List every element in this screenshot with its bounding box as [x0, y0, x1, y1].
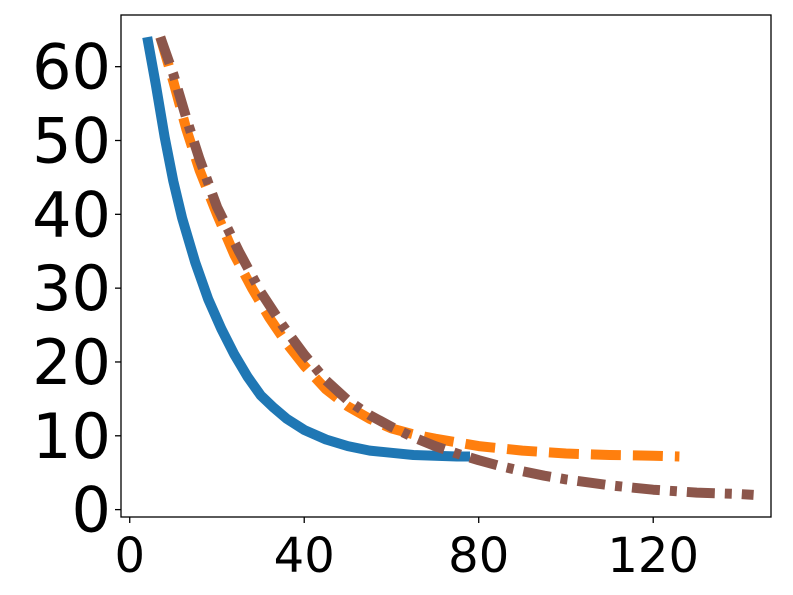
- y-tick-label: 30: [32, 252, 111, 325]
- y-tick-label: 10: [32, 400, 111, 473]
- series-layer: [142, 35, 754, 500]
- y-tick-label: 40: [32, 178, 111, 251]
- x-tick-label: 0: [114, 528, 145, 584]
- plot-area-frame: [120, 14, 772, 518]
- y-tick-label: 60: [32, 31, 111, 104]
- series-0-solid-line: [142, 36, 470, 462]
- y-tick-label: 50: [32, 105, 111, 178]
- series-2-dashdot-line: [155, 35, 754, 500]
- x-tick-label: 120: [607, 528, 699, 584]
- y-tick-label: 0: [72, 474, 111, 547]
- x-tick-label: 80: [448, 528, 509, 584]
- x-tick-label: 40: [274, 528, 335, 584]
- y-tick-label: 20: [32, 326, 111, 399]
